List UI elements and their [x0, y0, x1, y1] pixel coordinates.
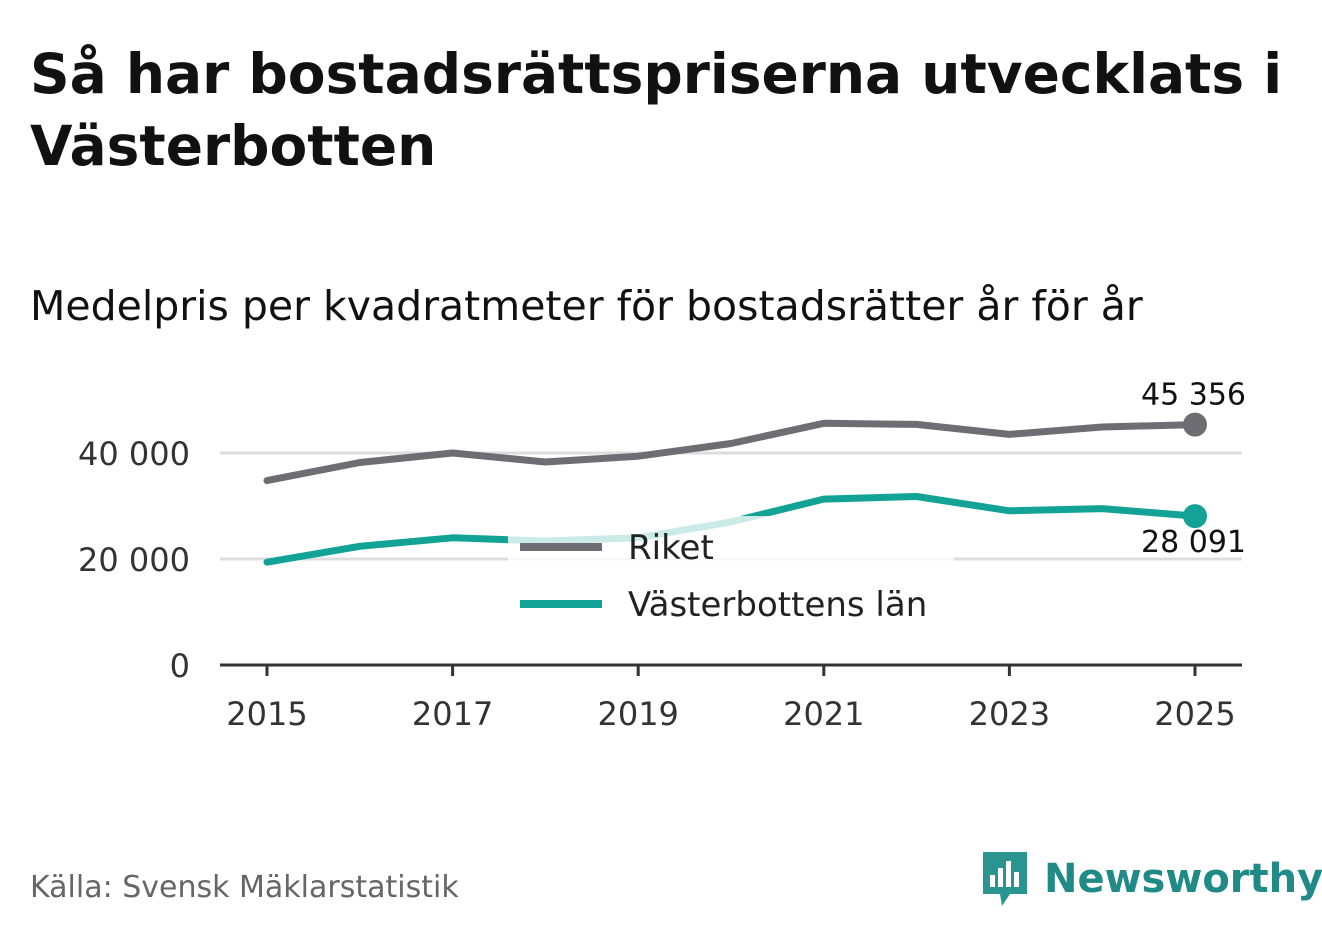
- brand-name: Newsworthy: [1044, 856, 1322, 902]
- y-tick-label: 0: [170, 647, 190, 685]
- x-tick-label: 2017: [412, 695, 493, 733]
- x-tick-label: 2025: [1154, 695, 1235, 733]
- end-labels: 45 356 28 091: [1141, 378, 1246, 561]
- end-point-riket: [1183, 412, 1207, 437]
- legend: Riket Västerbottens län: [508, 516, 954, 634]
- axes: 0 20 000 40 000 2015 2017 2019 2021 2023 2025: [78, 435, 1242, 733]
- x-tick-label: 2023: [969, 695, 1050, 733]
- y-tick-label: 20 000: [78, 541, 190, 579]
- end-label-riket: 45 356: [1141, 378, 1246, 413]
- legend-background: [508, 516, 954, 634]
- end-point-vasterbotten: [1183, 504, 1207, 529]
- newsworthy-logo-icon: [983, 852, 1027, 906]
- y-tick-label: 40 000: [78, 435, 190, 473]
- legend-label: Riket: [628, 528, 714, 568]
- legend-label: Västerbottens län: [628, 585, 927, 625]
- brand-logo: Newsworthy: [980, 848, 1322, 910]
- chart-title: Så har bostadsrättspriserna utvecklats i…: [30, 42, 1283, 178]
- chart-subtitle: Medelpris per kvadratmeter för bostadsrä…: [30, 282, 1143, 330]
- source-note: Källa: Svensk Mäklarstatistik: [30, 870, 459, 905]
- end-label-vasterbotten: 28 091: [1141, 525, 1246, 560]
- x-tick-label: 2021: [783, 695, 864, 733]
- x-tick-label: 2015: [226, 695, 307, 733]
- x-tick-label: 2019: [597, 695, 678, 733]
- series-line-riket: [263, 419, 1199, 485]
